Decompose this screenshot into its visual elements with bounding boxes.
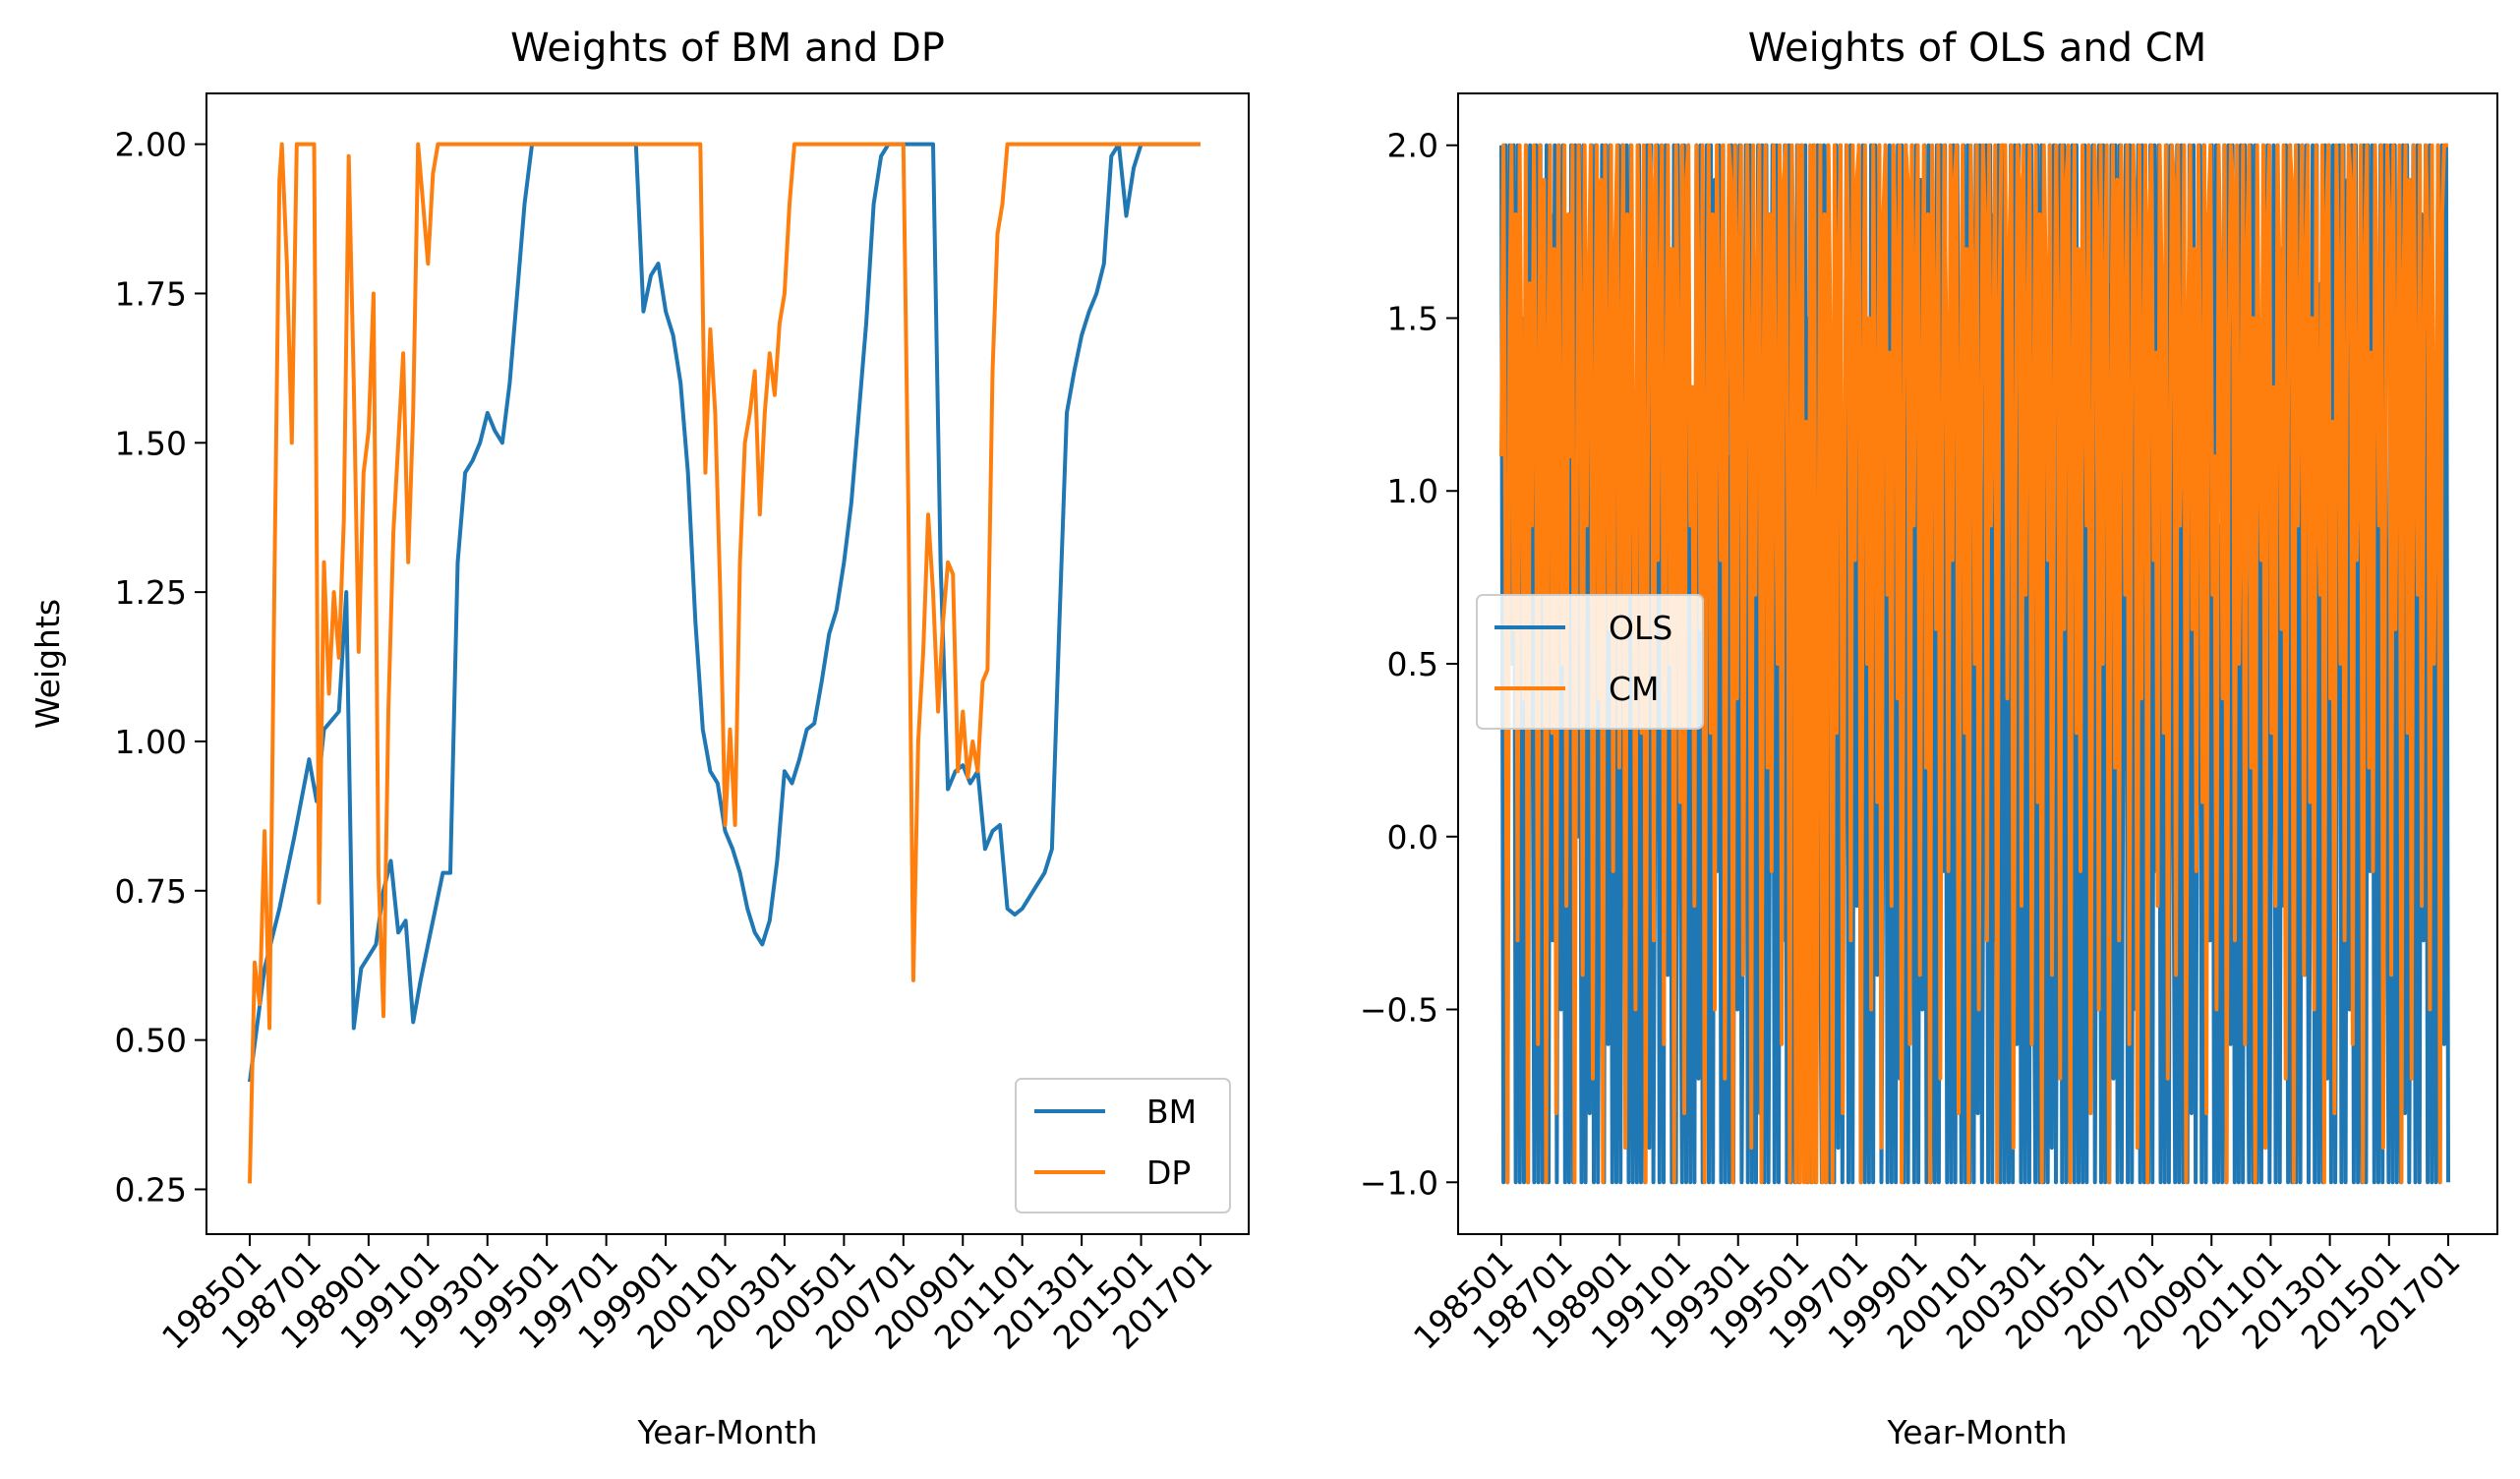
y-tick-label: 1.25 (115, 573, 187, 612)
plot-frame (1457, 92, 2498, 1235)
series-line-cm (1499, 143, 2448, 1185)
y-axis-label: Weights (29, 599, 67, 729)
y-tick-group: −1.0 −0.5 0.0 0.5 1.0 1.5 2.0 (1360, 127, 1458, 1202)
legend-box (1015, 1078, 1231, 1213)
legend-label-bm: BM (1146, 1093, 1197, 1131)
y-tick-label: 0.5 (1387, 645, 1438, 683)
legend-label-dp: DP (1146, 1154, 1191, 1192)
y-tick-label: 1.00 (115, 723, 187, 761)
x-axis-label: Year-Month (1886, 1413, 2067, 1451)
y-tick-label: 1.0 (1387, 472, 1438, 510)
legend-label-ols: OLS (1609, 609, 1672, 647)
series-lines (248, 142, 1201, 1184)
legend-label-cm: CM (1609, 670, 1660, 708)
y-tick-label: 2.0 (1387, 127, 1438, 165)
legend: BM DP (1015, 1078, 1231, 1213)
legend: OLS CM (1476, 594, 1704, 730)
y-tick-label: 0.25 (115, 1170, 187, 1209)
y-tick-group: 0.25 0.50 0.75 1.00 1.25 1.50 1.75 2.00 (115, 126, 206, 1209)
chart-title: Weights of OLS and CM (1748, 26, 2206, 71)
series-lines (1499, 143, 2450, 1185)
y-tick-label: 0.75 (115, 872, 187, 911)
series-line-bm (248, 142, 1201, 1083)
x-axis-label: Year-Month (636, 1413, 817, 1451)
y-tick-label: −1.0 (1360, 1163, 1438, 1202)
y-tick-label: 1.5 (1387, 299, 1438, 337)
y-tick-label: −0.5 (1360, 991, 1438, 1030)
chart-title: Weights of BM and DP (510, 26, 945, 71)
y-tick-label: 1.75 (115, 274, 187, 313)
y-tick-label: 1.50 (115, 424, 187, 462)
y-tick-label: 2.00 (115, 126, 187, 164)
series-line-dp (248, 142, 1201, 1184)
y-tick-label: 0.0 (1387, 818, 1438, 857)
plot-frame (205, 92, 1250, 1235)
y-tick-label: 0.50 (115, 1022, 187, 1060)
